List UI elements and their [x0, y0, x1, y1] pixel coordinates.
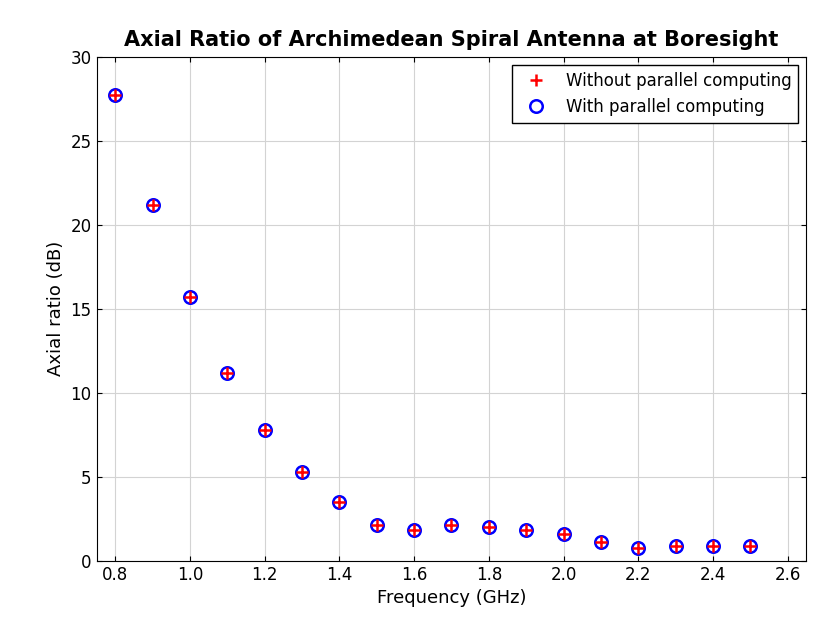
With parallel computing — [185, 293, 195, 301]
With parallel computing — [372, 522, 382, 529]
X-axis label: Frequency (GHz): Frequency (GHz) — [377, 589, 526, 607]
With parallel computing — [447, 522, 457, 529]
Without parallel computing — [559, 530, 569, 537]
With parallel computing — [409, 527, 419, 534]
With parallel computing — [334, 498, 344, 506]
With parallel computing — [223, 369, 233, 376]
With parallel computing — [521, 527, 531, 534]
With parallel computing — [260, 426, 270, 433]
Line: Without parallel computing: Without parallel computing — [109, 89, 757, 554]
With parallel computing — [484, 524, 494, 531]
Without parallel computing — [670, 542, 680, 550]
Title: Axial Ratio of Archimedean Spiral Antenna at Boresight: Axial Ratio of Archimedean Spiral Antenn… — [124, 30, 779, 50]
Without parallel computing — [372, 522, 382, 529]
With parallel computing — [745, 542, 755, 550]
Without parallel computing — [745, 542, 755, 550]
Line: With parallel computing: With parallel computing — [109, 89, 757, 554]
Without parallel computing — [334, 498, 344, 506]
Without parallel computing — [260, 426, 270, 433]
With parallel computing — [297, 468, 307, 476]
Without parallel computing — [708, 542, 718, 549]
Without parallel computing — [110, 91, 120, 99]
With parallel computing — [110, 91, 120, 99]
With parallel computing — [708, 542, 718, 549]
Without parallel computing — [409, 527, 419, 534]
Without parallel computing — [223, 369, 233, 376]
Without parallel computing — [521, 527, 531, 534]
With parallel computing — [633, 544, 643, 552]
With parallel computing — [148, 201, 158, 209]
Without parallel computing — [297, 468, 307, 476]
Without parallel computing — [484, 524, 494, 531]
Y-axis label: Axial ratio (dB): Axial ratio (dB) — [47, 241, 65, 376]
With parallel computing — [596, 539, 606, 546]
With parallel computing — [559, 530, 569, 537]
Without parallel computing — [447, 522, 457, 529]
Legend: Without parallel computing, With parallel computing: Without parallel computing, With paralle… — [512, 65, 798, 123]
Without parallel computing — [148, 201, 158, 209]
With parallel computing — [670, 542, 680, 550]
Without parallel computing — [596, 539, 606, 546]
Without parallel computing — [633, 544, 643, 552]
Without parallel computing — [185, 293, 195, 301]
